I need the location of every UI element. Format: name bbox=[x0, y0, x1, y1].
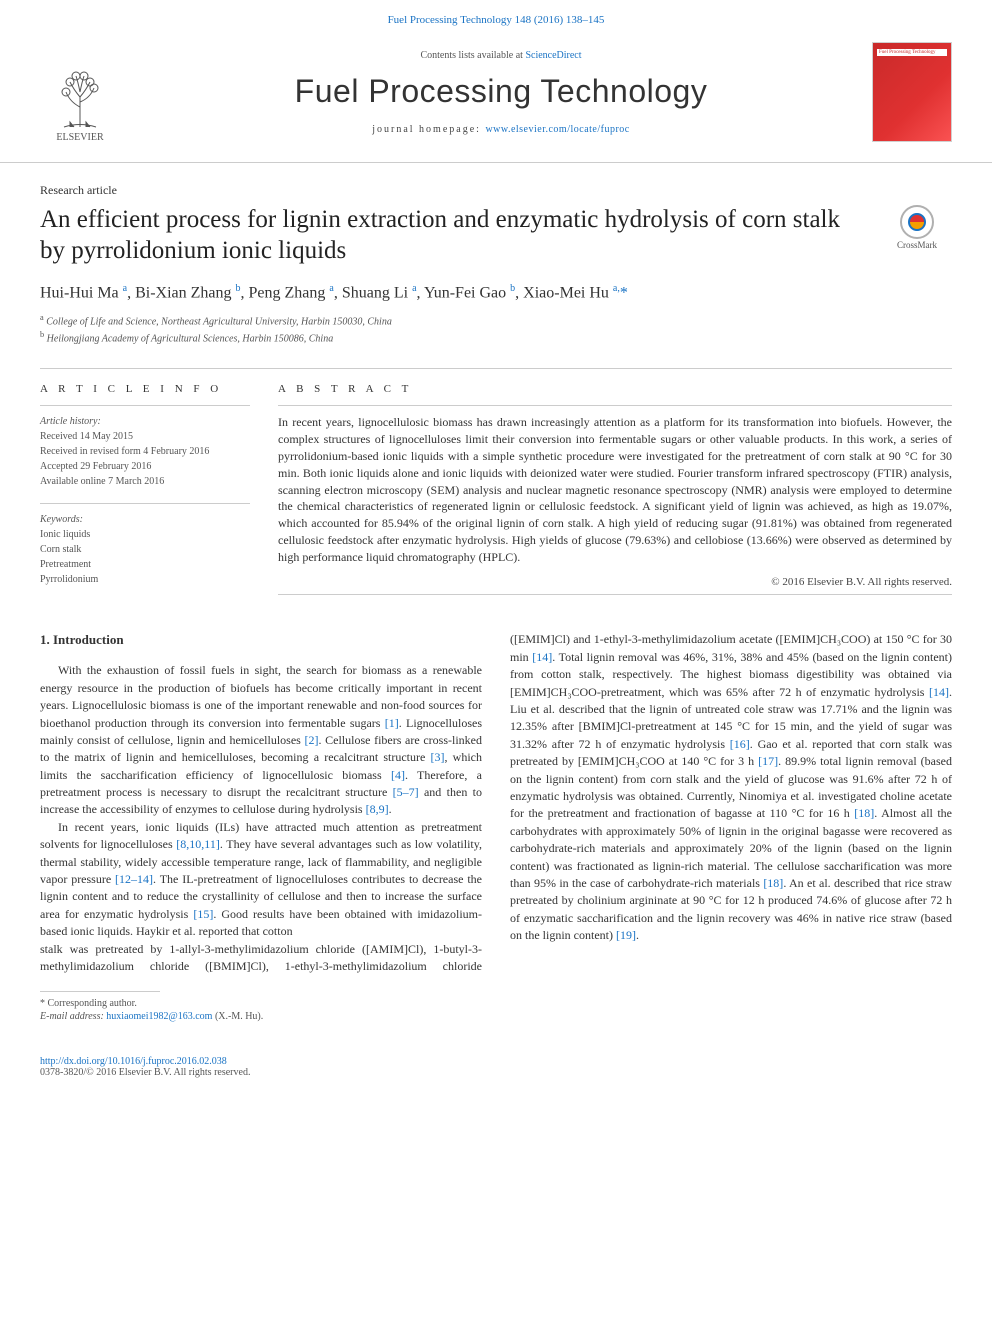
doi-link[interactable]: http://dx.doi.org/10.1016/j.fuproc.2016.… bbox=[40, 1056, 227, 1067]
affiliation: a College of Life and Science, Northeast… bbox=[40, 312, 952, 329]
affiliation: b Heilongjiang Academy of Agricultural S… bbox=[40, 329, 952, 346]
history-line: Accepted 29 February 2016 bbox=[40, 459, 250, 474]
issn-line: 0378-3820/© 2016 Elsevier B.V. All right… bbox=[40, 1067, 250, 1078]
abstract-copyright: © 2016 Elsevier B.V. All rights reserved… bbox=[278, 576, 952, 588]
publisher-logo: ELSEVIER bbox=[40, 42, 130, 142]
history-line: Received 14 May 2015 bbox=[40, 429, 250, 444]
history-line: Available online 7 March 2016 bbox=[40, 474, 250, 489]
affiliations: a College of Life and Science, Northeast… bbox=[40, 312, 952, 347]
journal-header: ELSEVIER Contents lists available at Sci… bbox=[0, 34, 992, 163]
svg-text:ELSEVIER: ELSEVIER bbox=[56, 132, 104, 142]
abstract-col: A B S T R A C T In recent years, lignoce… bbox=[278, 383, 952, 601]
homepage-prefix: journal homepage: bbox=[372, 124, 485, 135]
history-line: Received in revised form 4 February 2016 bbox=[40, 444, 250, 459]
crossmark-badge[interactable]: CrossMark bbox=[882, 204, 952, 250]
sciencedirect-link[interactable]: ScienceDirect bbox=[525, 50, 581, 61]
journal-name: Fuel Processing Technology bbox=[130, 73, 872, 110]
body-paragraph: With the exhaustion of fossil fuels in s… bbox=[40, 662, 482, 819]
keywords-label: Keywords: bbox=[40, 512, 250, 527]
abstract-text: In recent years, lignocellulosic biomass… bbox=[278, 414, 952, 565]
homepage-link[interactable]: www.elsevier.com/locate/fuproc bbox=[485, 124, 629, 135]
keyword: Corn stalk bbox=[40, 542, 250, 557]
email-label: E-mail address: bbox=[40, 1011, 104, 1022]
journal-cover-thumb: Fuel Processing Technology bbox=[872, 42, 952, 142]
email-person: (X.-M. Hu). bbox=[215, 1011, 263, 1022]
corr-email-line: E-mail address: huxiaomei1982@163.com (X… bbox=[40, 1011, 952, 1022]
article-info-col: A R T I C L E I N F O Article history: R… bbox=[40, 383, 250, 601]
email-link[interactable]: huxiaomei1982@163.com bbox=[106, 1011, 212, 1022]
citation-link[interactable]: Fuel Processing Technology 148 (2016) 13… bbox=[388, 14, 605, 26]
article-title: An efficient process for lignin extracti… bbox=[40, 204, 866, 267]
contents-line: Contents lists available at ScienceDirec… bbox=[130, 50, 872, 61]
article-header: Research article An efficient process fo… bbox=[0, 163, 992, 354]
divider bbox=[40, 368, 952, 369]
authors-line: Hui-Hui Ma a, Bi-Xian Zhang b, Peng Zhan… bbox=[40, 283, 952, 302]
cover-band-label: Fuel Processing Technology bbox=[877, 49, 947, 56]
keyword: Pyrrolidonium bbox=[40, 572, 250, 587]
doi-footer: http://dx.doi.org/10.1016/j.fuproc.2016.… bbox=[0, 1046, 992, 1098]
history-label: Article history: bbox=[40, 414, 250, 429]
keyword: Ionic liquids bbox=[40, 527, 250, 542]
keyword: Pretreatment bbox=[40, 557, 250, 572]
homepage-line: journal homepage: www.elsevier.com/locat… bbox=[130, 124, 872, 135]
article-type: Research article bbox=[40, 183, 952, 198]
body-paragraph: In recent years, ionic liquids (ILs) hav… bbox=[40, 819, 482, 941]
crossmark-icon bbox=[899, 204, 935, 240]
crossmark-label: CrossMark bbox=[897, 240, 937, 250]
history-block: Article history: Received 14 May 2015Rec… bbox=[40, 414, 250, 489]
contents-prefix: Contents lists available at bbox=[420, 50, 525, 61]
header-center: Contents lists available at ScienceDirec… bbox=[130, 42, 872, 142]
section-heading: 1. Introduction bbox=[40, 631, 482, 650]
elsevier-tree-icon: ELSEVIER bbox=[40, 52, 120, 142]
info-abstract-row: A R T I C L E I N F O Article history: R… bbox=[0, 383, 992, 601]
article-info-heading: A R T I C L E I N F O bbox=[40, 383, 250, 395]
abstract-heading: A B S T R A C T bbox=[278, 383, 952, 395]
corresponding-footer: * Corresponding author. E-mail address: … bbox=[0, 985, 992, 1046]
keywords-block: Keywords: Ionic liquidsCorn stalkPretrea… bbox=[40, 512, 250, 587]
body-columns: 1. Introduction With the exhaustion of f… bbox=[0, 601, 992, 985]
citation-bar: Fuel Processing Technology 148 (2016) 13… bbox=[0, 0, 992, 34]
corr-author-label: * Corresponding author. bbox=[40, 998, 952, 1009]
